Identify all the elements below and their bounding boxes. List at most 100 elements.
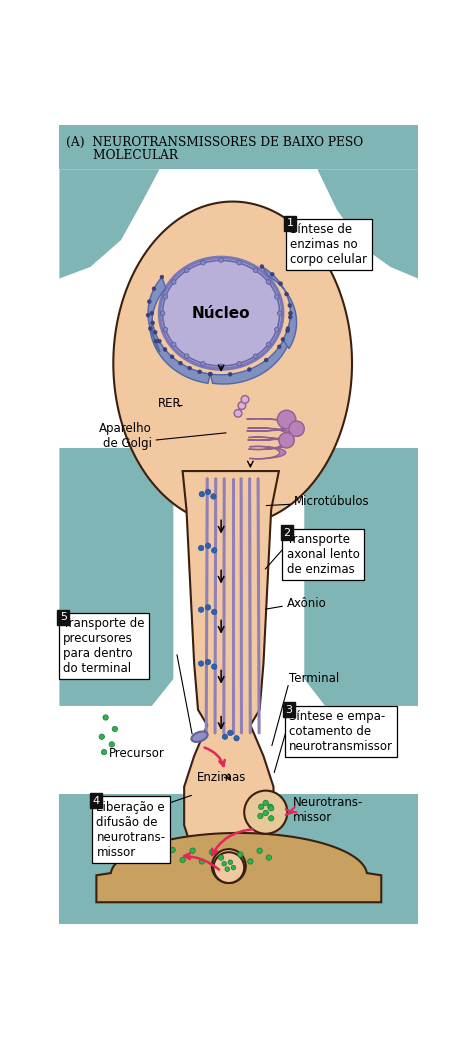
Circle shape [185, 354, 189, 358]
Circle shape [209, 849, 214, 855]
Circle shape [99, 734, 104, 739]
Circle shape [109, 742, 115, 747]
Circle shape [199, 491, 205, 497]
Polygon shape [302, 448, 418, 706]
Circle shape [150, 311, 154, 316]
Ellipse shape [192, 732, 208, 742]
Circle shape [137, 853, 143, 858]
Circle shape [279, 281, 282, 285]
Polygon shape [247, 418, 295, 431]
Circle shape [163, 295, 168, 299]
Text: Enzimas: Enzimas [197, 771, 246, 785]
Text: Transporte
axonal lento
de enzimas: Transporte axonal lento de enzimas [287, 532, 359, 576]
Circle shape [154, 339, 158, 344]
Polygon shape [148, 277, 166, 352]
Circle shape [152, 286, 156, 291]
Circle shape [277, 345, 281, 349]
Circle shape [171, 279, 176, 284]
Circle shape [199, 858, 205, 865]
Circle shape [147, 300, 151, 303]
Circle shape [267, 804, 273, 810]
Circle shape [259, 804, 264, 810]
Circle shape [228, 373, 232, 376]
Text: 2: 2 [283, 527, 290, 538]
Circle shape [199, 661, 204, 666]
Text: 1: 1 [287, 218, 294, 228]
Circle shape [148, 844, 153, 849]
Circle shape [170, 847, 175, 852]
Circle shape [208, 373, 212, 376]
Circle shape [188, 366, 192, 370]
Circle shape [277, 410, 296, 429]
Circle shape [260, 265, 264, 269]
Text: Aparelho
de Golgi: Aparelho de Golgi [99, 422, 152, 450]
Circle shape [206, 489, 211, 494]
Polygon shape [60, 448, 173, 706]
Text: Precursor: Precursor [109, 746, 164, 760]
Polygon shape [150, 313, 210, 383]
Ellipse shape [159, 257, 283, 370]
Text: Liberação e
difusão de
neurotrans-
missor: Liberação e difusão de neurotrans- misso… [96, 800, 165, 858]
Circle shape [237, 261, 241, 265]
Circle shape [270, 272, 274, 276]
Circle shape [219, 257, 223, 263]
Circle shape [277, 311, 282, 316]
Polygon shape [249, 446, 286, 459]
Polygon shape [262, 267, 296, 349]
Circle shape [153, 330, 157, 334]
Circle shape [286, 329, 289, 332]
Circle shape [225, 867, 230, 872]
Circle shape [198, 370, 202, 374]
Circle shape [206, 659, 211, 664]
Circle shape [222, 734, 228, 739]
Circle shape [238, 402, 246, 409]
Circle shape [180, 857, 185, 863]
Text: 5: 5 [60, 612, 67, 623]
Circle shape [258, 814, 263, 819]
Circle shape [288, 316, 292, 319]
Text: Núcleo: Núcleo [192, 306, 250, 321]
Polygon shape [210, 313, 293, 384]
Circle shape [201, 261, 206, 265]
Circle shape [112, 727, 117, 732]
Circle shape [238, 852, 243, 857]
Polygon shape [317, 169, 418, 278]
Circle shape [286, 327, 290, 330]
Circle shape [171, 343, 176, 347]
Circle shape [279, 433, 294, 448]
Circle shape [158, 339, 161, 344]
Circle shape [268, 816, 274, 821]
Circle shape [199, 545, 204, 551]
Circle shape [103, 715, 108, 720]
Circle shape [266, 343, 271, 347]
Polygon shape [183, 471, 279, 872]
Circle shape [170, 355, 174, 359]
Circle shape [206, 605, 211, 610]
Circle shape [211, 494, 216, 499]
Circle shape [228, 730, 233, 736]
Circle shape [146, 313, 150, 317]
Circle shape [190, 848, 195, 853]
Circle shape [244, 791, 288, 834]
Circle shape [288, 311, 292, 316]
Circle shape [268, 805, 274, 811]
Text: Transporte de
precursores
para dentro
do terminal: Transporte de precursores para dentro do… [63, 618, 145, 676]
Polygon shape [60, 125, 418, 924]
Circle shape [163, 348, 167, 351]
Circle shape [208, 373, 212, 376]
Text: Síntese e empa-
cotamento de
neurotransmissor: Síntese e empa- cotamento de neurotransm… [289, 710, 393, 753]
Polygon shape [60, 794, 418, 924]
Circle shape [201, 361, 206, 366]
Circle shape [178, 361, 182, 365]
Circle shape [212, 609, 217, 614]
Circle shape [266, 279, 271, 284]
Circle shape [253, 354, 258, 358]
Circle shape [264, 358, 268, 362]
Circle shape [199, 607, 204, 612]
Text: 4: 4 [93, 795, 100, 805]
Polygon shape [248, 437, 289, 449]
Circle shape [248, 858, 253, 865]
Text: Síntese de
enzimas no
corpo celular: Síntese de enzimas no corpo celular [290, 223, 367, 266]
Circle shape [289, 421, 304, 436]
Polygon shape [247, 428, 292, 440]
